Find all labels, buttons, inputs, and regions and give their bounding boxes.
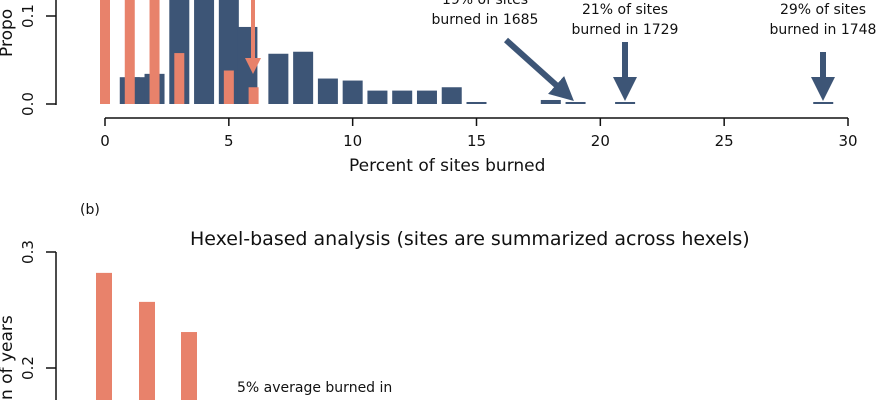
bar-navy [293,51,314,104]
annotation-line: 21% of sites [581,2,669,18]
panel-b-y-axis-label: n of years [0,315,17,400]
bar-navy [416,90,437,104]
panel-b-y-tick-label: 0.3 [19,240,37,264]
panel-a-y-tick-label: 0.1 [19,4,37,28]
annotation-line: 19% of sites [441,0,529,8]
bar-salmon [149,0,160,104]
bar-salmon [96,272,112,400]
bar-navy [268,53,289,104]
bar-navy [367,90,388,104]
annotation-line: burned in 1685 [431,12,539,28]
annotation-line: 5% average burned in [237,380,393,396]
panel-a-x-tick-label: 10 [343,132,362,150]
bar-salmon [181,332,197,400]
panel-a-x-tick-label: 20 [591,132,610,150]
panel-b-bars [96,272,197,400]
bar-navy [317,78,338,104]
panel-a-x-ticks: 0 5 10 15 20 25 30 [100,118,858,150]
bar-navy [194,0,215,104]
bar-navy [540,99,561,104]
panel-a-x-tick-label: 15 [467,132,486,150]
bar-navy [565,101,586,104]
annotation-line: burned in 1748 [769,22,877,38]
annotation-1729: 21% of sites burned in 1729 [560,0,690,40]
arrow-1685 [503,37,574,102]
panel-a-x-tick-label: 30 [838,132,857,150]
bar-salmon [124,0,135,104]
bar-navy [615,101,636,104]
bar-salmon [248,87,259,104]
bar-salmon [174,53,185,104]
panel-b-label: (b) [80,202,100,218]
annotation-1748: 29% of sites burned in 1748 [758,0,880,40]
bar-salmon [139,301,155,400]
panel-a-y-tick-label: 0.0 [19,92,37,116]
annotation-line: 29% of sites [779,2,867,18]
panel-a-x-axis-label: Percent of sites burned [349,156,546,176]
panel-a-x-tick-label: 5 [224,132,234,150]
bar-navy [466,101,487,104]
panel-b-title: Hexel-based analysis (sites are summariz… [190,228,750,250]
panel-b-y-tick-label: 0.2 [19,356,37,380]
annotation-1685: 19% of sites burned in 1685 [420,0,550,30]
bar-navy [813,101,834,104]
bar-navy [441,87,462,104]
bar-salmon [223,70,234,104]
bar-salmon [100,0,110,104]
panel-a-y-axis-label: Propo [0,9,17,57]
annotation-line: burned in 1729 [571,22,679,38]
bar-navy [342,80,363,104]
annotation-average: 5% average burned in [237,378,392,398]
panel-a-x-tick-label: 25 [715,132,734,150]
bar-navy [392,90,413,104]
panel-a-x-tick-label: 0 [100,132,110,150]
